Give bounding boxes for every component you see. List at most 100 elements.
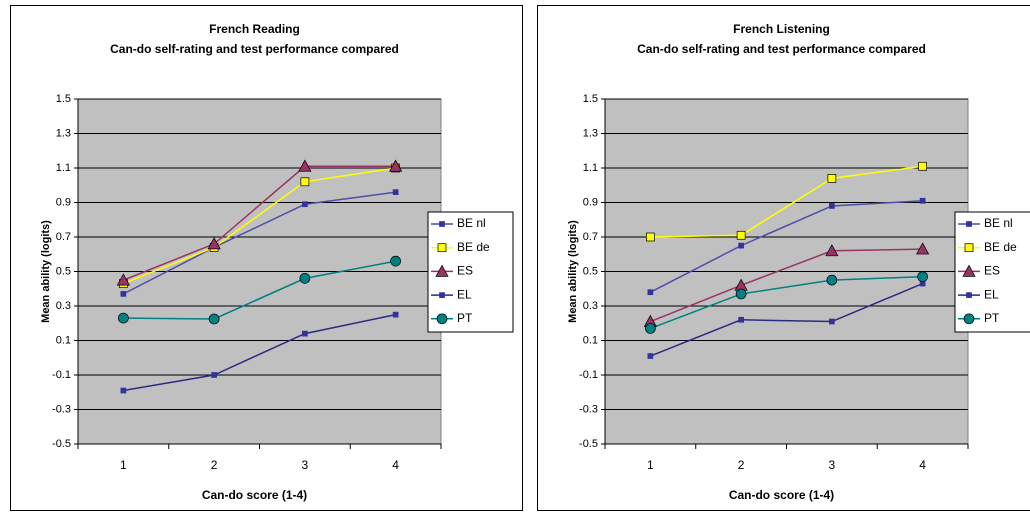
marker xyxy=(646,232,655,242)
chart: French Reading Can-do self-rating and tes… xyxy=(10,5,523,511)
y-axis-title: Mean ability (logits) xyxy=(567,220,579,323)
legend-label: BE nl xyxy=(457,216,486,230)
x-tick-label: 1 xyxy=(647,458,654,472)
legend-marker xyxy=(439,292,445,298)
y-tick-label: 1.3 xyxy=(583,127,598,139)
series-line xyxy=(650,275,923,330)
chart-title: French Reading xyxy=(209,22,300,36)
marker xyxy=(389,159,403,172)
marker xyxy=(208,313,220,325)
x-tick-label: 4 xyxy=(392,458,399,472)
legend-marker xyxy=(439,221,445,227)
series-line xyxy=(650,282,923,357)
y-axis-title: Mean ability (logits) xyxy=(40,220,52,323)
y-tick-label: -0.3 xyxy=(52,403,71,415)
legend-label: PT xyxy=(457,311,473,325)
legend-label: PT xyxy=(984,311,1000,325)
marker xyxy=(298,159,312,172)
series-line xyxy=(123,165,396,281)
y-tick-label: -0.5 xyxy=(52,438,71,450)
marker xyxy=(300,177,310,187)
marker xyxy=(738,316,744,323)
marker xyxy=(916,242,930,255)
y-tick-label: 0.3 xyxy=(56,300,71,312)
x-axis-title: Can-do score (1-4) xyxy=(729,488,834,502)
y-tick-label: 1.5 xyxy=(56,93,71,105)
y-tick-label: -0.3 xyxy=(579,403,598,415)
y-tick-label: 0.3 xyxy=(583,300,598,312)
x-tick-label: 2 xyxy=(211,458,218,472)
chart-subtitle: Can-do self-rating and test performance … xyxy=(110,42,399,56)
chart-title: French Listening xyxy=(733,22,830,36)
y-tick-label: 1.1 xyxy=(56,162,71,174)
y-tick-label: -0.1 xyxy=(52,369,71,381)
y-tick-label: 0.5 xyxy=(583,265,598,277)
legend-marker xyxy=(966,292,972,298)
y-tick-label: 1.3 xyxy=(56,127,71,139)
marker xyxy=(647,353,654,359)
legend-label: EL xyxy=(984,287,999,301)
y-tick-label: -0.5 xyxy=(579,438,598,450)
y-tick-label: 0.1 xyxy=(583,334,598,346)
y-tick-label: 0.7 xyxy=(583,231,598,243)
y-tick-label: 0.1 xyxy=(56,334,71,346)
marker xyxy=(738,242,744,249)
marker xyxy=(827,174,837,183)
legend-marker xyxy=(964,243,974,253)
x-tick-label: 1 xyxy=(120,458,127,472)
marker xyxy=(392,311,399,318)
marker xyxy=(302,201,308,208)
legend-label: BE de xyxy=(457,240,490,254)
marker xyxy=(299,273,311,284)
marker xyxy=(645,323,656,334)
series-line xyxy=(123,191,396,295)
series-line xyxy=(123,313,396,392)
y-tick-label: 0.9 xyxy=(583,196,598,208)
x-tick-label: 4 xyxy=(919,458,926,472)
marker xyxy=(302,330,308,337)
series-line xyxy=(650,165,923,238)
x-tick-label: 3 xyxy=(302,458,309,472)
chart: French Listening Can-do self-rating and t… xyxy=(537,5,1030,511)
x-axis-title: Can-do score (1-4) xyxy=(202,488,307,502)
legend-label: EL xyxy=(457,287,472,301)
legend-marker xyxy=(436,313,448,325)
legend-marker xyxy=(435,264,449,277)
marker xyxy=(735,288,747,300)
marker xyxy=(120,387,127,394)
marker xyxy=(120,291,127,297)
y-tick-label: 1.1 xyxy=(583,162,598,174)
legend-label: ES xyxy=(984,264,1000,278)
marker xyxy=(116,273,130,286)
marker xyxy=(826,274,838,286)
legend-marker xyxy=(437,243,447,253)
marker xyxy=(207,237,221,250)
marker xyxy=(825,244,839,257)
marker xyxy=(919,197,926,204)
series-line xyxy=(123,167,396,285)
marker xyxy=(917,271,928,283)
marker xyxy=(736,230,746,240)
y-tick-label: -0.1 xyxy=(579,369,598,381)
chart-subtitle: Can-do self-rating and test performance … xyxy=(637,42,926,56)
x-tick-label: 3 xyxy=(829,458,836,472)
series-line xyxy=(123,260,396,320)
marker xyxy=(647,289,654,296)
y-tick-label: 0.7 xyxy=(56,231,71,243)
series-line xyxy=(650,248,923,323)
marker xyxy=(118,312,129,324)
marker xyxy=(392,189,399,195)
legend-label: BE de xyxy=(984,240,1017,254)
marker xyxy=(211,372,217,378)
legend-marker xyxy=(962,264,976,277)
y-tick-label: 1.5 xyxy=(583,93,598,105)
marker xyxy=(829,203,835,209)
marker xyxy=(390,255,401,267)
y-tick-label: 0.9 xyxy=(56,196,71,208)
y-tick-label: 0.5 xyxy=(56,265,71,277)
marker xyxy=(829,318,835,325)
x-tick-label: 2 xyxy=(738,458,745,472)
legend-marker xyxy=(966,221,972,227)
